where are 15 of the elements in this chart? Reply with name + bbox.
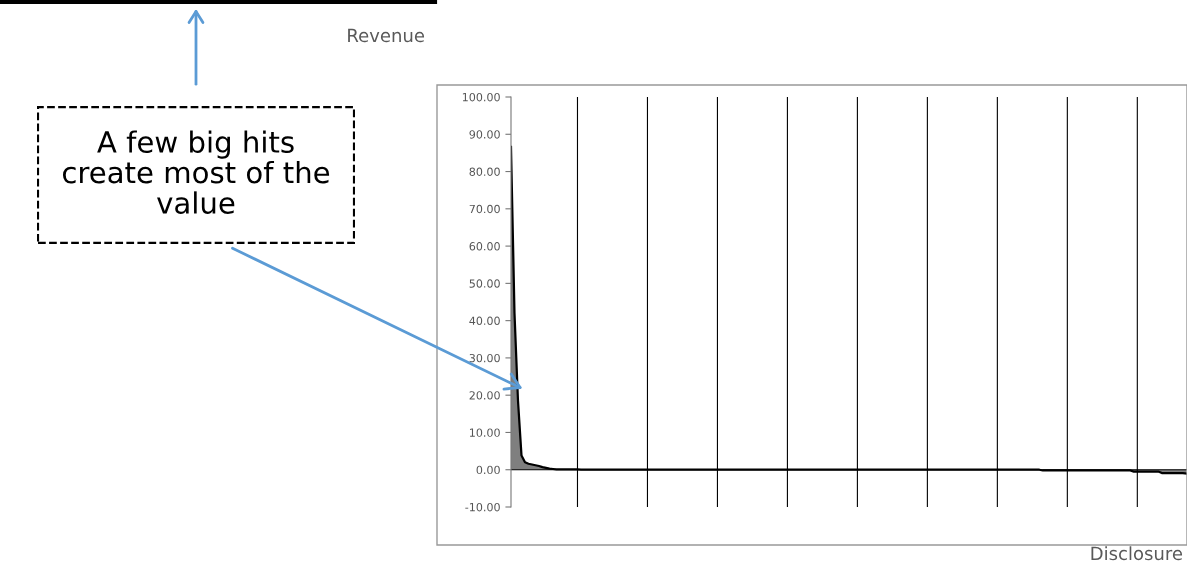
y-tick-label: -10.00 [465, 502, 500, 512]
y-tick-label: 100.00 [462, 92, 500, 102]
y-tick-label: 30.00 [469, 353, 500, 363]
y-tick-label: 50.00 [469, 279, 500, 288]
y-tick-label: 80.00 [469, 167, 500, 176]
y-tick-label: 40.00 [469, 316, 500, 326]
x-axis-title: Disclosure [1091, 546, 1183, 561]
y-tick-label: 20.00 [469, 391, 500, 400]
y-tick-label: 60.00 [469, 242, 500, 251]
y-axis-title: Revenue [348, 28, 425, 43]
text: A few big hits create most of the value [62, 130, 330, 214]
y-tick-label: 70.00 [469, 204, 500, 214]
y-tick-label: 10.00 [469, 428, 500, 437]
y-tick-label: 90.00 [469, 130, 500, 139]
y-tick-label: 0.00 [476, 465, 500, 475]
